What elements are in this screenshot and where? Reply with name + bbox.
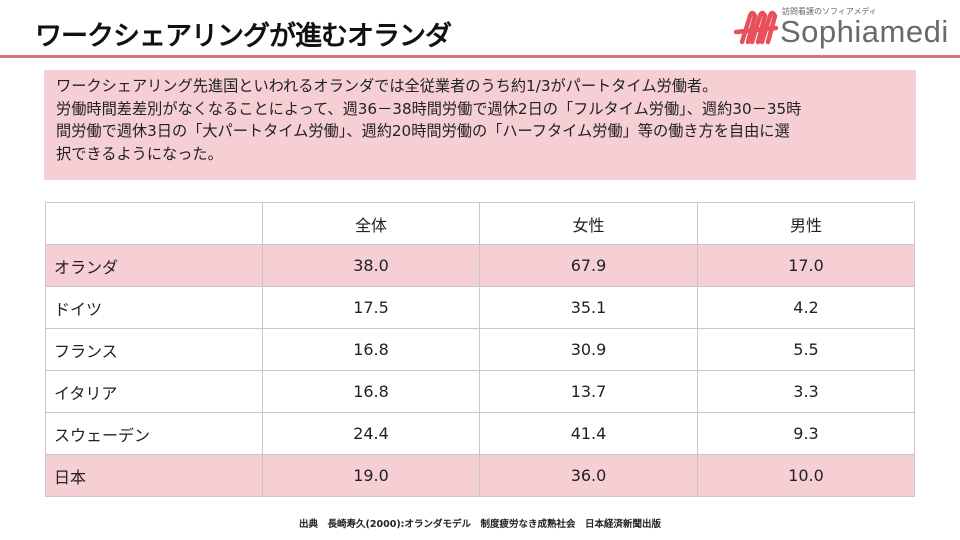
sophiamedi-logo: 訪問看護のソフィアメディ Sophiamedi [734, 6, 949, 50]
male-cell: 9.3 [697, 412, 915, 455]
total-cell: 38.0 [262, 244, 480, 287]
male-cell: 3.3 [697, 370, 915, 413]
intro-line: 間労働で週休3日の「大パートタイム労働」、週約20時間労働の「ハーフタイム労働」… [56, 122, 790, 140]
intro-line: 労働時間差差別がなくなることによって、週36－38時間労働で週休2日の「フルタイ… [56, 99, 802, 118]
country-cell: ドイツ [45, 286, 263, 329]
header-cell-blank [45, 202, 263, 245]
page-title: ワークシェアリングが進むオランダ [35, 21, 452, 52]
female-cell: 36.0 [479, 454, 698, 497]
male-cell: 4.2 [697, 286, 915, 329]
table-row: フランス 16.8 30.9 5.5 [45, 328, 915, 371]
logo-mark-icon [734, 10, 778, 45]
male-cell: 5.5 [697, 328, 915, 371]
table-row: ドイツ 17.5 35.1 4.2 [45, 286, 915, 329]
country-cell: イタリア [45, 370, 263, 413]
total-cell: 16.8 [262, 328, 480, 371]
table-row: オランダ 38.0 67.9 17.0 [45, 244, 915, 287]
male-cell: 17.0 [697, 244, 915, 287]
total-cell: 24.4 [262, 412, 480, 455]
intro-text-box: ワークシェアリング先進国といわれるオランダでは全従業者のうち約1/3がパートタイ… [44, 70, 916, 180]
country-cell: 日本 [45, 454, 263, 497]
total-cell: 16.8 [262, 370, 480, 413]
header-cell-male: 男性 [697, 202, 915, 245]
total-cell: 19.0 [262, 454, 480, 497]
logo-brand-name: Sophiamedi [780, 14, 949, 49]
table-row: 日本 19.0 36.0 10.0 [45, 454, 915, 497]
parttime-ratio-table: 全体 女性 男性 オランダ 38.0 67.9 17.0 ドイツ 17.5 35… [45, 202, 915, 497]
table-row: イタリア 16.8 13.7 3.3 [45, 370, 915, 413]
country-cell: スウェーデン [45, 412, 263, 455]
intro-line: ワークシェアリング先進国といわれるオランダでは全従業者のうち約1/3がパートタイ… [56, 77, 718, 95]
total-cell: 17.5 [262, 286, 480, 329]
header-cell-female: 女性 [479, 202, 698, 245]
female-cell: 67.9 [479, 244, 698, 287]
header-cell-total: 全体 [262, 202, 480, 245]
table-header-row: 全体 女性 男性 [45, 202, 915, 245]
country-cell: オランダ [45, 244, 263, 287]
female-cell: 41.4 [479, 412, 698, 455]
source-citation: 出典 長崎寿久(2000):オランダモデル 制度疲労なき成熟社会 日本経済新聞出… [299, 519, 661, 530]
female-cell: 30.9 [479, 328, 698, 371]
female-cell: 35.1 [479, 286, 698, 329]
male-cell: 10.0 [697, 454, 915, 497]
intro-line: 択できるようになった。 [56, 144, 223, 163]
country-cell: フランス [45, 328, 263, 371]
logo-tagline: 訪問看護のソフィアメディ [782, 7, 877, 16]
table-row: スウェーデン 24.4 41.4 9.3 [45, 412, 915, 455]
title-underline [0, 55, 960, 58]
female-cell: 13.7 [479, 370, 698, 413]
